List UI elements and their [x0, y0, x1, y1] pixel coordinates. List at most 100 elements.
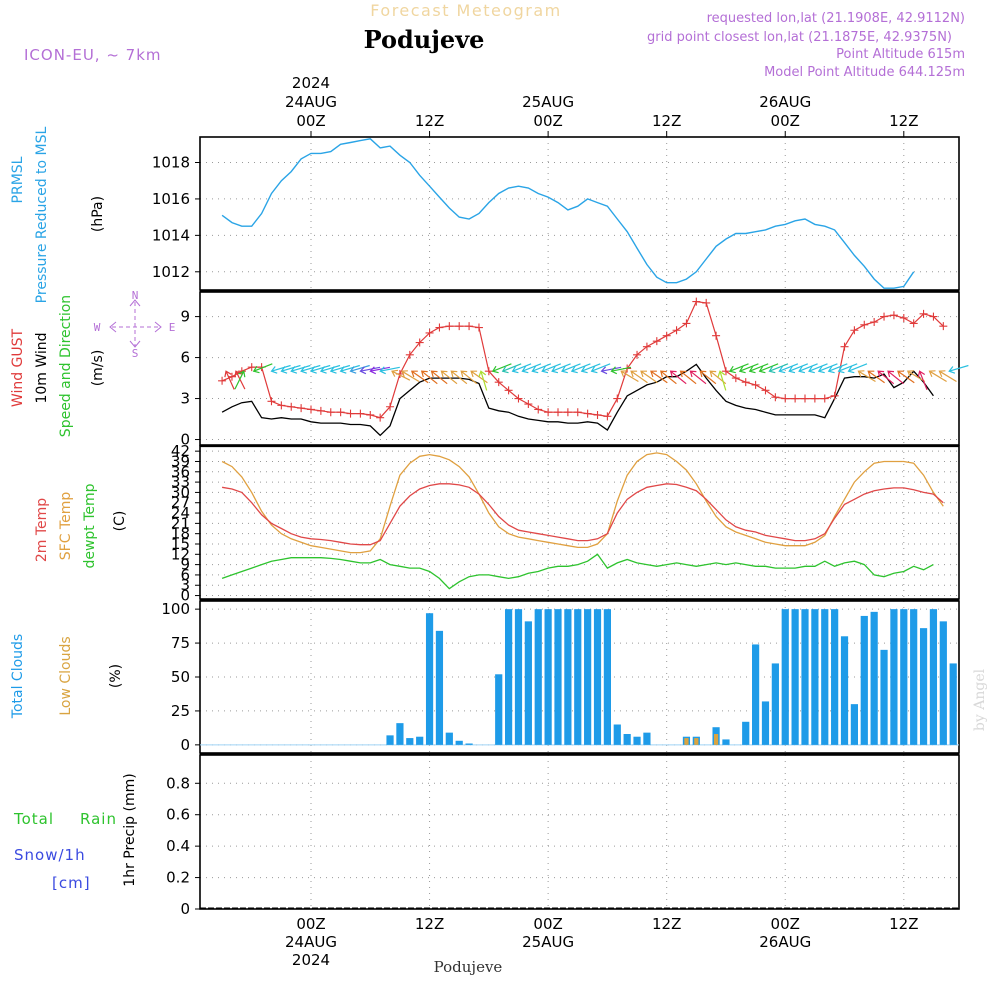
- wind-arrow: [551, 363, 571, 374]
- wind-arrow: [610, 366, 632, 375]
- time-label-top: 2024: [292, 74, 330, 92]
- time-label-top: 12Z: [415, 112, 444, 130]
- total-cloud-bar: [850, 704, 858, 745]
- gust-marker: [287, 402, 296, 411]
- total-cloud-bar: [613, 724, 621, 745]
- gust-marker: [860, 320, 869, 329]
- y-tick-label: 0.4: [166, 837, 190, 855]
- pressure-label-2: Pressure Reduced to MSL: [34, 126, 50, 303]
- total-cloud-bar: [752, 644, 760, 745]
- y-tick-label: 24: [171, 504, 190, 522]
- gust-marker: [870, 318, 879, 327]
- low-clouds-label: Low Clouds: [58, 636, 74, 715]
- gust-marker: [731, 374, 740, 383]
- pressure-label-1: PRMSL: [10, 156, 26, 203]
- wind-arrow: [541, 363, 562, 374]
- gust-marker: [336, 408, 345, 417]
- requested-coords: requested lon,lat (21.1908E, 42.9112N): [707, 11, 965, 26]
- wind-arrow: [758, 363, 779, 374]
- total-cloud-bar: [722, 739, 730, 745]
- total-cloud-bar: [949, 663, 957, 745]
- total-cloud-bar: [603, 609, 611, 745]
- footer-location: Podujeve: [434, 958, 503, 976]
- wind-arrow: [349, 364, 370, 374]
- gust-marker: [563, 408, 572, 417]
- wind-arrow: [359, 366, 381, 375]
- y-tick-label: 0: [180, 736, 190, 754]
- wind-arrow: [252, 363, 273, 374]
- total-cloud-bar: [929, 609, 938, 745]
- wind10-line: [221, 363, 934, 437]
- time-label-bottom: 25AUG: [522, 933, 574, 951]
- wind-arrow: [630, 370, 648, 384]
- wind-arrow: [369, 366, 391, 375]
- gust-marker: [435, 323, 444, 332]
- y-tick-label: 75: [171, 634, 190, 652]
- y-tick-label: 1018: [152, 154, 190, 172]
- gust-line: [221, 300, 944, 419]
- pressure-line: [221, 138, 915, 289]
- total-cloud-bar: [534, 609, 542, 745]
- gust-marker: [247, 363, 256, 372]
- wind-arrow: [491, 363, 512, 374]
- wind-arrow: [620, 370, 639, 383]
- total-cloud-bar: [386, 735, 394, 745]
- gust-marker: [820, 394, 829, 403]
- wind-arrow: [329, 364, 351, 374]
- total-clouds-label: Total Clouds: [10, 634, 26, 719]
- gust-marker: [662, 331, 671, 340]
- wind-gust-label: Wind GUST: [10, 328, 26, 407]
- y-tick-label: 27: [171, 494, 190, 512]
- wind-arrow: [938, 370, 957, 383]
- rain-label-1: Total: [13, 810, 54, 828]
- y-tick-label: 1014: [152, 226, 190, 244]
- time-label-bottom: 12Z: [889, 915, 918, 933]
- compass-n: N: [132, 289, 139, 302]
- sfc-temp-line: [221, 452, 944, 554]
- pressure-panel: 1012 1014 1016 1018: [152, 136, 960, 291]
- gust-marker: [702, 298, 711, 307]
- gust-marker: [326, 408, 335, 417]
- wind-arrow: [906, 370, 926, 383]
- gust-marker: [692, 297, 701, 306]
- total-cloud-bar: [593, 609, 602, 745]
- gust-marker: [524, 400, 533, 409]
- wind-arrow: [847, 363, 868, 374]
- total-cloud-bar: [781, 609, 789, 745]
- time-label-bottom: 26AUG: [759, 933, 811, 951]
- clouds-panel: 0 25 50 75 100: [161, 600, 960, 754]
- gust-marker: [781, 394, 790, 403]
- wind-arrow: [748, 363, 769, 374]
- gust-marker: [761, 386, 770, 395]
- total-cloud-bar: [643, 732, 651, 745]
- gust-marker: [455, 322, 464, 331]
- snow-label: Snow/1h: [14, 846, 86, 864]
- total-cloud-bar: [554, 609, 562, 745]
- y-tick-label: 1012: [152, 263, 190, 281]
- clouds-unit: (%): [108, 664, 124, 688]
- gust-marker: [534, 405, 543, 414]
- time-label-top: 00Z: [533, 112, 562, 130]
- total-cloud-bar: [445, 732, 453, 745]
- gust-marker: [474, 323, 483, 332]
- y-tick-label: 0.6: [166, 806, 190, 824]
- snow-unit: [cm]: [52, 874, 91, 892]
- total-cloud-bar: [831, 609, 839, 745]
- wind-arrow: [270, 364, 291, 374]
- gust-marker: [504, 386, 513, 395]
- gust-marker: [297, 404, 306, 413]
- wind-arrow: [600, 366, 622, 375]
- gust-marker: [919, 309, 928, 318]
- total-cloud-bar: [801, 609, 809, 745]
- gust-marker: [405, 350, 414, 359]
- credit-watermark: by Angel: [972, 668, 988, 731]
- total-cloud-bar: [771, 663, 779, 745]
- total-cloud-bar: [505, 609, 513, 745]
- gust-marker: [415, 338, 424, 347]
- gust-marker: [899, 313, 908, 322]
- time-label-bottom: 00Z: [771, 915, 800, 933]
- y-tick-label: 36: [171, 463, 190, 481]
- y-tick-label: 0.2: [166, 869, 190, 887]
- gust-marker: [593, 410, 602, 419]
